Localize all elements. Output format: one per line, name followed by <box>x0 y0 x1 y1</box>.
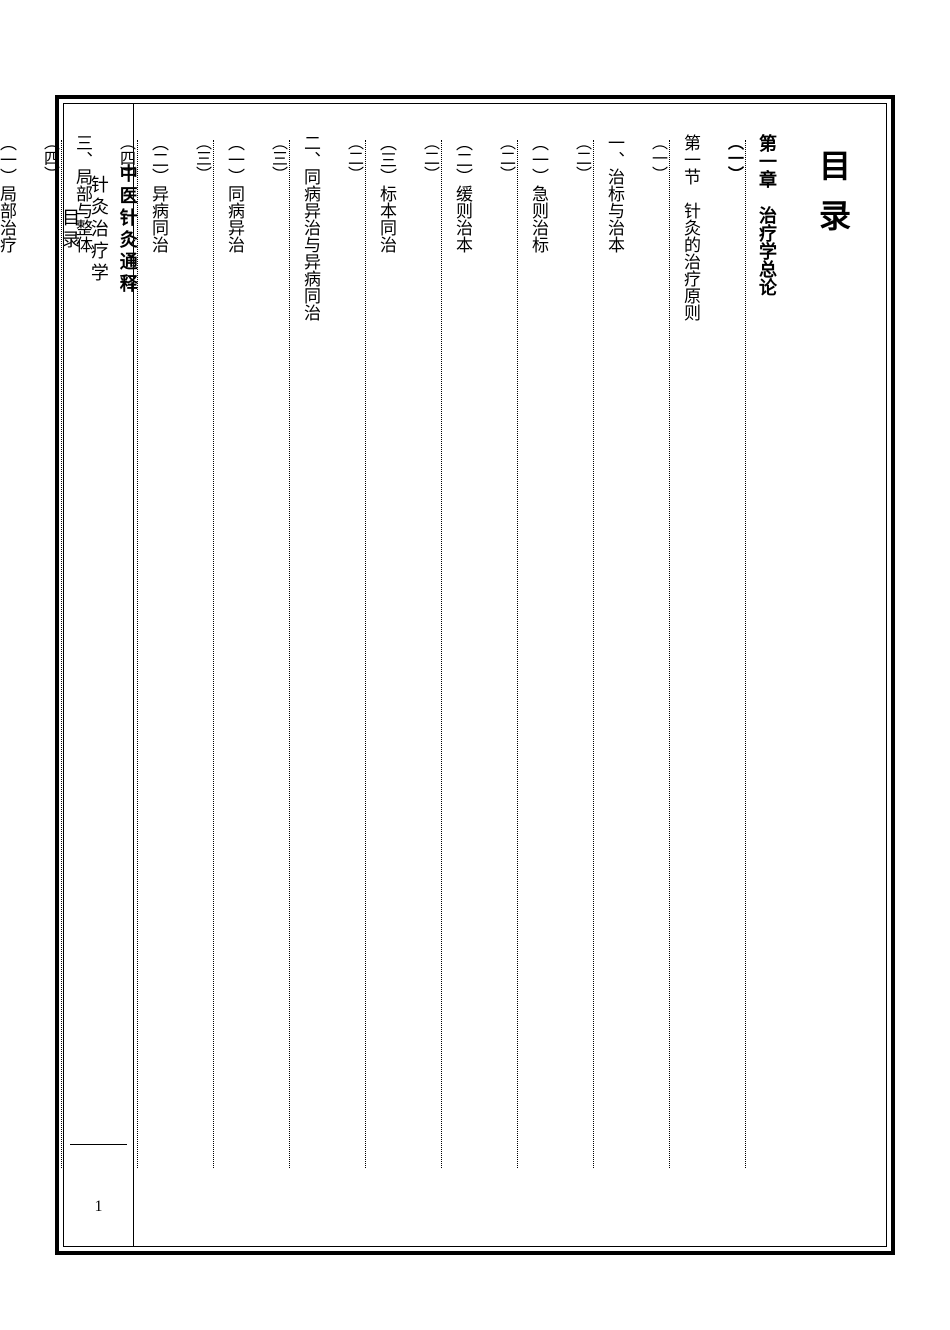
entry-page: （二） <box>417 134 441 1174</box>
leader-dots <box>365 140 366 1168</box>
entry-page: （二） <box>493 134 517 1174</box>
leader-dots <box>745 140 746 1168</box>
toc-entry: 第一章 治疗学总论 （一） <box>721 134 780 1174</box>
toc-entry: （一）急则治标 （二） <box>493 134 551 1174</box>
entry-label: 二、同病异治与异病同治 <box>298 134 323 1174</box>
entry-label: 第一节 针灸的治疗原则 <box>678 134 703 1174</box>
toc-entry: （三）标本同治 （二） <box>341 134 399 1174</box>
entry-page: （一） <box>721 134 745 1174</box>
toc-entry: （一）局部治疗 （四） <box>0 134 19 1174</box>
toc-entry: 二、同病异治与异病同治 （三） <box>265 134 323 1174</box>
leader-dots <box>517 140 518 1168</box>
leader-dots <box>669 140 670 1168</box>
entry-label: （二）缓则治本 <box>450 134 475 1174</box>
entry-page: （二） <box>569 134 593 1174</box>
page-inner-frame: 中医针灸通释 针灸治疗学 目录 1 目录 第一章 治疗学总论 （一） 第一节 针… <box>63 103 887 1247</box>
toc-entry: 第一节 针灸的治疗原则 （一） <box>645 134 703 1174</box>
entry-page: （一） <box>645 134 669 1174</box>
entry-page: （四） <box>37 134 61 1174</box>
sidebar-page-number: 1 <box>64 1198 133 1216</box>
entry-label: 一、治标与治本 <box>602 134 627 1174</box>
entry-page: （四） <box>113 134 137 1174</box>
leader-dots <box>137 140 138 1168</box>
leader-dots <box>593 140 594 1168</box>
toc-entry: （二）缓则治本 （二） <box>417 134 475 1174</box>
leader-dots <box>61 140 62 1168</box>
toc-entry: （一）同病异治 （三） <box>189 134 247 1174</box>
toc-content: 目录 第一章 治疗学总论 （一） 第一节 针灸的治疗原则 （一） 一、治标与治本… <box>134 104 886 1246</box>
entry-label: （三）标本同治 <box>374 134 399 1174</box>
entry-label: 三、局部与整体 <box>70 134 95 1174</box>
entry-label: （一）局部治疗 <box>0 134 19 1174</box>
entry-page: （三） <box>265 134 289 1174</box>
entry-label: （二）异病同治 <box>146 134 171 1174</box>
toc-entry: （二）异病同治 （四） <box>113 134 171 1174</box>
entry-page: （三） <box>189 134 213 1174</box>
entry-label: （一）同病异治 <box>222 134 247 1174</box>
page-outer-frame: 中医针灸通释 针灸治疗学 目录 1 目录 第一章 治疗学总论 （一） 第一节 针… <box>55 95 895 1255</box>
leader-dots <box>213 140 214 1168</box>
entry-page: （二） <box>341 134 365 1174</box>
toc-entry: 三、局部与整体 （四） <box>37 134 95 1174</box>
toc-entry: 一、治标与治本 （二） <box>569 134 627 1174</box>
leader-dots <box>289 140 290 1168</box>
entry-label: 第一章 治疗学总论 <box>754 134 780 1174</box>
leader-dots <box>441 140 442 1168</box>
toc-heading: 目录 <box>810 149 856 1216</box>
entry-label: （一）急则治标 <box>526 134 551 1174</box>
